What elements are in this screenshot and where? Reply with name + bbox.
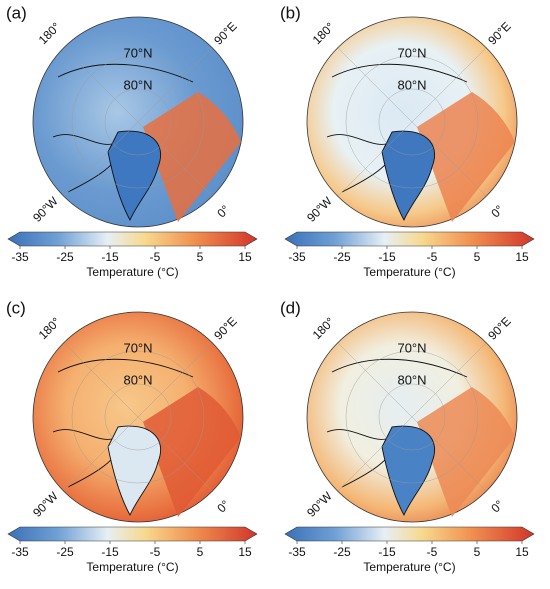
colorbar-tick-label: 15	[515, 545, 529, 559]
graticule	[337, 47, 487, 197]
colorbar-tick-label: -25	[56, 545, 74, 559]
greenland	[107, 130, 162, 222]
lon-label: 180°	[310, 20, 338, 48]
colorbar-tick-label: -15	[101, 250, 119, 264]
lat-label: 70°N	[397, 340, 426, 355]
lat-label: 70°N	[397, 45, 426, 60]
graticule	[104, 88, 172, 156]
colorbar-label: Temperature (°C)	[363, 265, 455, 279]
graticule	[63, 47, 213, 197]
lon-label: 90°W	[304, 489, 335, 520]
lon-label: 180°	[36, 20, 64, 48]
lon-label: 90°W	[30, 489, 61, 520]
lat-label: 80°N	[123, 77, 152, 92]
lon-label: 0°	[214, 497, 232, 515]
graticule	[71, 350, 205, 484]
colorbar-tick-label: -25	[333, 250, 351, 264]
colorbar-tick-label: 5	[474, 250, 481, 264]
panel-label: (c)	[6, 298, 26, 317]
panel-label: (a)	[6, 3, 27, 22]
map-panel: (b) 70°N 80°N 180° 90°E 90°W 0° -35 -25 -15 -5 5 15 T…	[280, 3, 535, 279]
lat-label: 80°N	[397, 372, 426, 387]
colorbar-tick-label: 5	[474, 545, 481, 559]
colorbar-tick-label: -35	[11, 545, 29, 559]
lon-label: 90°W	[304, 194, 335, 225]
colorbar	[284, 526, 535, 542]
colorbar-tick-label: -15	[378, 250, 396, 264]
ocean-warm	[143, 387, 241, 517]
colorbar-tick-label: -35	[11, 250, 29, 264]
colorbar-tick-label: 15	[238, 545, 252, 559]
lat-label: 80°N	[397, 77, 426, 92]
colorbar	[7, 526, 258, 542]
colorbar-tick-label: 5	[197, 545, 204, 559]
map-panel: (c) 70°N 80°N 180° 90°E 90°W 0° -35 -25 -15 -5 5 15 T…	[6, 298, 258, 574]
colorbar-tick-label: -15	[378, 545, 396, 559]
colorbar-tick-label: -15	[101, 545, 119, 559]
lon-label: 90°E	[485, 19, 513, 47]
lat-label: 80°N	[123, 372, 152, 387]
colorbar	[284, 231, 535, 247]
colorbar-tick-label: -25	[333, 545, 351, 559]
colorbar-label: Temperature (°C)	[86, 265, 178, 279]
colorbar-tick-label: -35	[288, 250, 306, 264]
colorbar-tick-label: -35	[288, 545, 306, 559]
panel-label: (d)	[280, 298, 301, 317]
lon-label: 90°E	[485, 314, 513, 342]
lon-label: 90°W	[30, 194, 61, 225]
map-panel: (a) 70°N 80°N 180° 90°E 90°W 0° -35 -25 -15 -5 5 15 T…	[6, 3, 258, 279]
colorbar-tick-label: -25	[56, 250, 74, 264]
colorbar-tick-label: -5	[150, 545, 161, 559]
colorbar-tick-label: 15	[238, 250, 252, 264]
colorbar-label: Temperature (°C)	[86, 560, 178, 574]
greenland	[107, 425, 162, 517]
colorbar-tick-label: -5	[427, 250, 438, 264]
colorbar-label: Temperature (°C)	[363, 560, 455, 574]
graticule	[337, 342, 487, 492]
lat-label: 70°N	[123, 340, 152, 355]
colorbar	[7, 231, 258, 247]
graticule	[378, 383, 446, 451]
map-panel: (d) 70°N 80°N 180° 90°E 90°W 0° -35 -25 -15 -5 5 15 T…	[280, 298, 535, 574]
colorbar-tick-label: 5	[197, 250, 204, 264]
lon-label: 0°	[488, 202, 506, 220]
graticule	[104, 383, 172, 451]
lon-label: 0°	[488, 497, 506, 515]
lon-label: 180°	[36, 315, 64, 343]
ocean-warm	[417, 92, 515, 222]
colorbar-tick-label: 15	[515, 250, 529, 264]
greenland	[381, 130, 436, 222]
graticule	[378, 88, 446, 156]
lon-label: 180°	[310, 315, 338, 343]
greenland	[381, 425, 436, 517]
lon-label: 90°E	[211, 314, 239, 342]
lon-label: 90°E	[211, 19, 239, 47]
colorbar-tick-label: -5	[427, 545, 438, 559]
graticule	[345, 350, 479, 484]
ocean-warm	[143, 92, 241, 222]
lat-label: 70°N	[123, 45, 152, 60]
graticule	[63, 342, 213, 492]
graticule	[345, 55, 479, 189]
lon-label: 0°	[214, 202, 232, 220]
graticule	[71, 55, 205, 189]
panel-label: (b)	[280, 3, 301, 22]
colorbar-tick-label: -5	[150, 250, 161, 264]
ocean-warm	[417, 387, 515, 517]
